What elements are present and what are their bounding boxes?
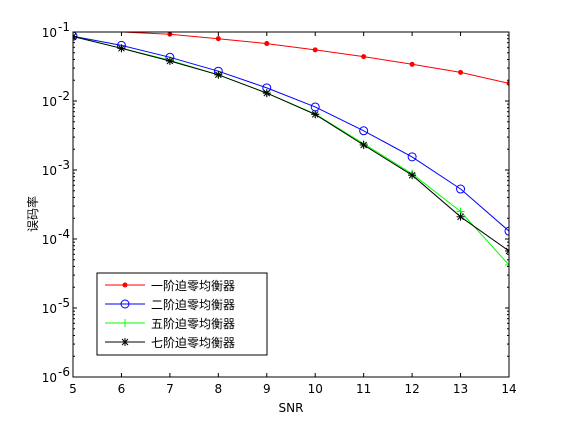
series-2-point — [456, 184, 466, 194]
y-tick-exponent: -4 — [58, 227, 70, 241]
legend-item: 五阶迫零均衡器 — [105, 317, 235, 331]
series-3-point — [505, 260, 509, 269]
x-axis-label: SNR — [279, 401, 304, 415]
x-tick-label: 7 — [166, 382, 174, 396]
y-tick-label: 10 — [42, 371, 57, 385]
legend-swatch-marker — [120, 299, 130, 309]
y-tick-label: 10 — [42, 164, 57, 178]
legend-swatch-marker — [122, 282, 128, 288]
legend-item: 七阶迫零均衡器 — [105, 336, 235, 350]
series-2 — [73, 32, 509, 236]
x-tick-label: 11 — [356, 382, 371, 396]
y-tick-label: 10 — [42, 233, 57, 247]
y-tick-exponent: -1 — [58, 20, 70, 34]
legend-swatch-marker — [121, 319, 129, 327]
x-tick-label: 8 — [215, 382, 223, 396]
series-1-point — [312, 47, 318, 53]
x-tick-label: 10 — [308, 382, 323, 396]
series-1-point — [215, 36, 221, 42]
legend-label: 二阶迫零均衡器 — [151, 298, 235, 312]
series-4-point — [311, 110, 320, 119]
series-4-line — [73, 36, 509, 252]
series-2-line — [73, 35, 509, 232]
x-tick-label: 9 — [263, 382, 271, 396]
series-1-point — [264, 41, 270, 47]
series-1-point — [409, 61, 415, 67]
axes-box — [72, 31, 510, 378]
y-tick-exponent: -2 — [58, 89, 70, 103]
legend-label: 一阶迫零均衡器 — [151, 279, 235, 293]
x-tick-label: 13 — [453, 382, 468, 396]
series-4-point — [165, 56, 174, 65]
series-1 — [73, 32, 509, 86]
series-4-point — [117, 44, 126, 53]
series-2-point — [407, 152, 417, 162]
y-tick-exponent: -5 — [58, 296, 70, 310]
x-tick-label: 14 — [501, 382, 516, 396]
legend-swatch-marker — [121, 338, 129, 346]
x-tick-label: 5 — [69, 382, 77, 396]
legend-item: 二阶迫零均衡器 — [105, 298, 235, 312]
y-tick-exponent: -3 — [58, 158, 70, 172]
x-tick-label: 12 — [404, 382, 419, 396]
legend-item: 一阶迫零均衡器 — [105, 279, 235, 293]
legend-label: 七阶迫零均衡器 — [151, 336, 235, 350]
series-4-point — [359, 141, 368, 150]
series-layer — [73, 32, 509, 269]
series-2-point — [359, 126, 369, 136]
series-4 — [73, 32, 509, 256]
series-4-point — [456, 212, 465, 221]
y-tick-label: 10 — [42, 302, 57, 316]
y-tick-exponent: -6 — [58, 365, 70, 379]
series-1-point — [361, 54, 367, 60]
series-1-line — [73, 32, 509, 84]
legend-label: 五阶迫零均衡器 — [151, 317, 235, 331]
y-axis-label: 误码率 — [25, 196, 40, 232]
y-tick-label: 10 — [42, 95, 57, 109]
x-tick-label: 6 — [118, 382, 126, 396]
y-tick-label: 10 — [42, 26, 57, 40]
series-4-point — [408, 171, 417, 180]
series-2-point — [504, 226, 509, 236]
series-4-point — [214, 70, 223, 79]
series-4-point — [505, 247, 509, 256]
series-1-point — [458, 69, 464, 75]
series-4-point — [262, 89, 271, 98]
